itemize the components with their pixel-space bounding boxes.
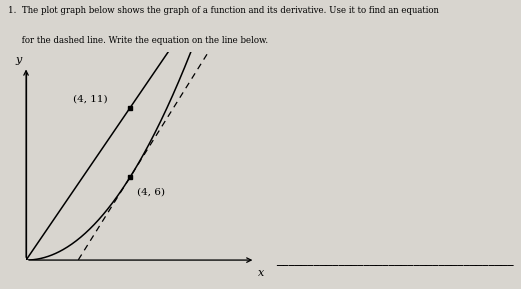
- Text: (4, 11): (4, 11): [73, 95, 107, 104]
- Text: y: y: [16, 55, 22, 64]
- Text: 1.  The plot graph below shows the graph of a function and its derivative. Use i: 1. The plot graph below shows the graph …: [8, 6, 439, 15]
- Text: ______________________________________: ______________________________________: [276, 253, 514, 266]
- Text: (4, 6): (4, 6): [137, 188, 165, 197]
- Text: for the dashed line. Write the equation on the line below.: for the dashed line. Write the equation …: [8, 36, 268, 45]
- Text: x: x: [258, 268, 264, 278]
